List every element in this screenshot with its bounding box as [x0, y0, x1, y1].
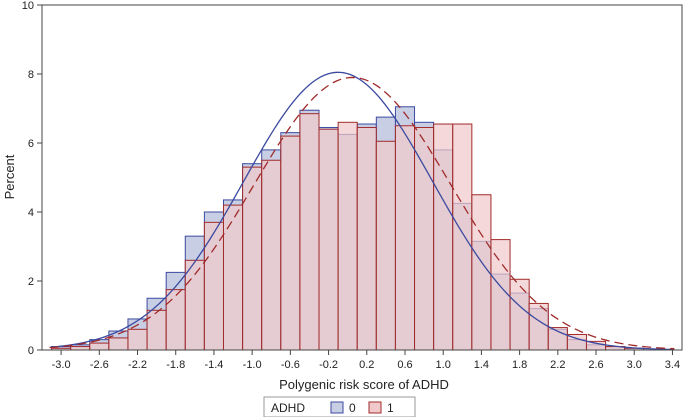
- bar-series-1: [394, 125, 416, 351]
- normal-curve-1: [49, 76, 675, 350]
- legend-swatch-1: [368, 401, 382, 414]
- legend-title: ADHD: [271, 401, 305, 415]
- y-tick-label: 8: [28, 69, 34, 81]
- tick-labels: -3.0 -2.6 -2.2 -1.8 -1.4 -1.0 -0.6 -0.2 0.2 0.6 1.…: [22, 0, 680, 371]
- legend-label-1: 1: [387, 401, 394, 415]
- x-tick-label: 2.6: [588, 359, 603, 371]
- x-tick-label: -2.2: [128, 359, 147, 371]
- y-tick-label: 2: [28, 276, 34, 288]
- x-tick-label: -0.6: [281, 359, 300, 371]
- x-tick-label: 1.4: [474, 359, 489, 371]
- x-tick-label: 1.8: [512, 359, 527, 371]
- bar-series-1: [146, 309, 167, 351]
- bar-series-1: [414, 126, 435, 351]
- y-tick-label: 6: [28, 138, 34, 150]
- bar-series-1: [337, 121, 358, 351]
- x-tick-label: -1.4: [204, 359, 223, 371]
- x-tick-label: 2.2: [550, 359, 565, 371]
- bar-series-1: [318, 128, 339, 351]
- bar-series-1: [203, 221, 224, 351]
- x-tick-label: 0.6: [397, 359, 412, 371]
- bar-series-1: [89, 342, 110, 351]
- histogram-bars: [51, 106, 645, 351]
- bar-series-1: [261, 159, 282, 351]
- x-tick-label: -3.0: [52, 359, 71, 371]
- bar-series-1: [375, 140, 396, 351]
- x-tick-label: 3.0: [627, 359, 642, 371]
- legend-swatch-0: [330, 401, 344, 414]
- x-tick-label: 3.4: [665, 359, 680, 371]
- y-tick-label: 0: [28, 345, 34, 357]
- x-tick-label: -2.6: [90, 359, 109, 371]
- bar-series-1: [127, 328, 148, 351]
- bar-series-1: [452, 123, 473, 351]
- x-tick-label: -0.2: [319, 359, 338, 371]
- bar-series-1: [490, 239, 511, 351]
- bar-series-1: [299, 113, 320, 351]
- x-tick-label: -1.0: [243, 359, 262, 371]
- y-tick-label: 4: [28, 207, 34, 219]
- bar-series-1: [280, 135, 301, 351]
- bar-series-1: [471, 194, 492, 351]
- legend: ADHD 0 1: [263, 396, 416, 417]
- y-axis-title: Percent: [2, 154, 17, 199]
- normal-curves: [49, 71, 675, 351]
- axes: [37, 4, 683, 355]
- x-tick-label: 0.2: [359, 359, 374, 371]
- bar-series-1: [108, 337, 129, 351]
- legend-label-0: 0: [349, 401, 356, 415]
- bar-series-1: [509, 278, 530, 351]
- bar-series-1: [70, 346, 91, 351]
- x-tick-label: 1.0: [436, 359, 451, 371]
- bar-series-1: [165, 289, 186, 351]
- x-tick-label: -1.8: [166, 359, 185, 371]
- y-tick-label: 10: [22, 0, 34, 12]
- bar-series-1: [433, 123, 454, 351]
- bar-series-1: [242, 166, 263, 351]
- normal-curve-0: [49, 71, 675, 351]
- bar-series-1: [222, 204, 244, 351]
- bar-series-1: [356, 126, 377, 351]
- x-axis-title: Polygenic risk score of ADHD: [279, 377, 449, 392]
- plot-frame: [41, 4, 683, 351]
